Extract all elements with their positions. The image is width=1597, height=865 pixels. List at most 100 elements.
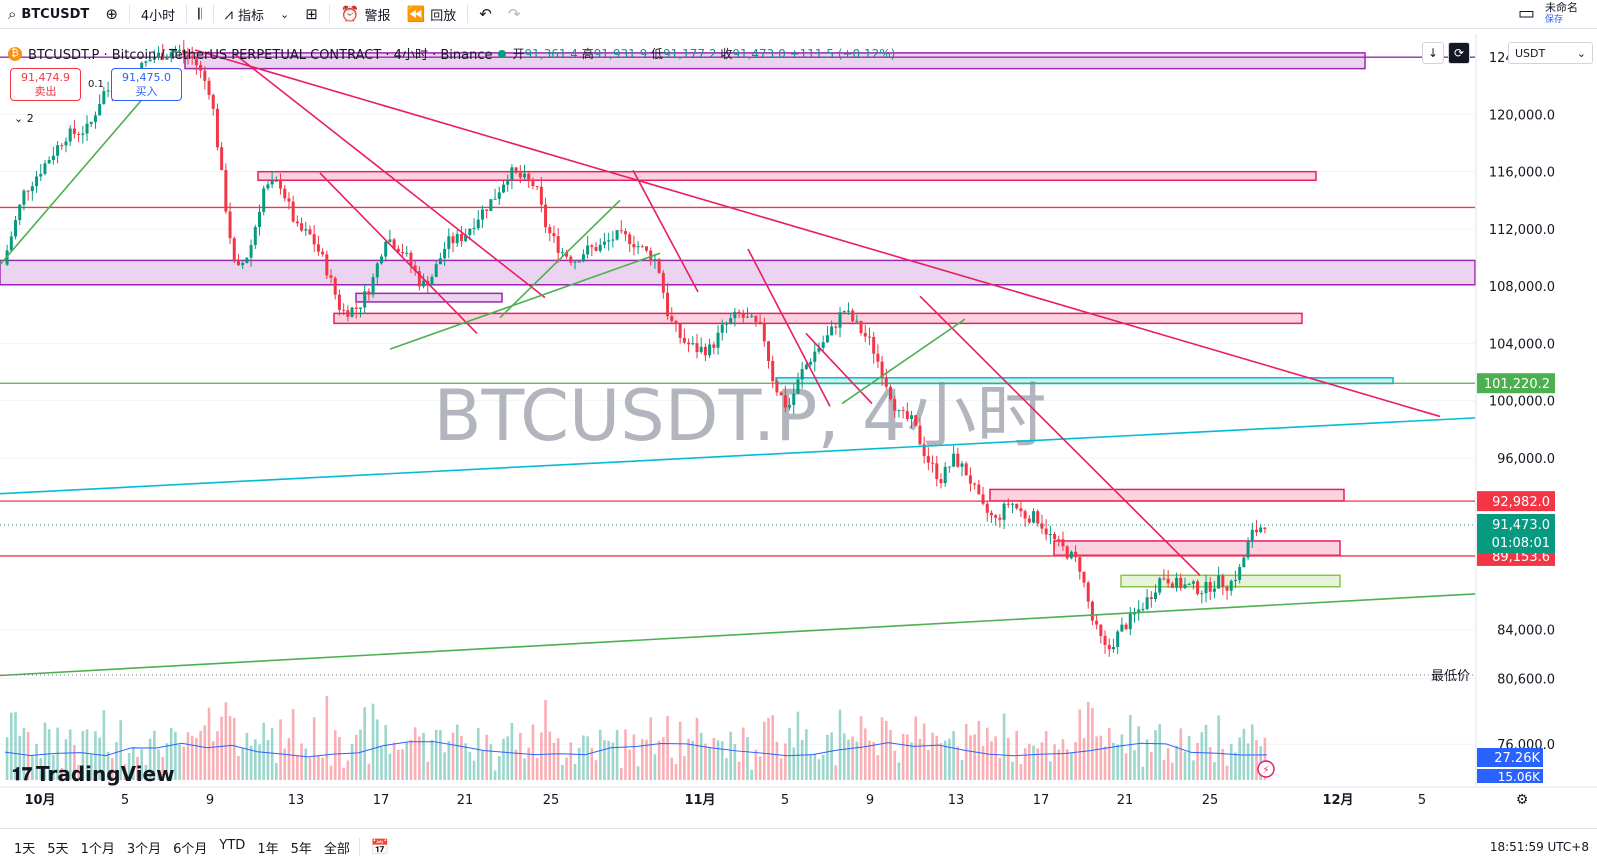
candle-body — [1212, 588, 1216, 592]
candle-body — [173, 49, 177, 53]
range-button[interactable]: 5年 — [290, 841, 312, 857]
candle-body — [1053, 534, 1057, 540]
volume-bar — [1019, 764, 1023, 780]
candle-body — [1217, 575, 1221, 589]
candle-body — [1137, 609, 1141, 614]
tradingview-logo[interactable]: 𝟏𝟕 TradingView — [12, 762, 175, 786]
refresh-icon: ⟳ — [1453, 46, 1465, 60]
currency-select[interactable]: USDT ⌄ — [1508, 42, 1593, 64]
candle-body — [1036, 511, 1040, 524]
volume-bar — [287, 737, 291, 780]
volume-bars — [4, 696, 1268, 780]
time-axis[interactable]: 10月 5 9 13 17 21 25 11月 5 9 13 17 21 25 12月 5 — [24, 793, 1426, 808]
volume-bar — [110, 758, 114, 780]
volume-bar — [767, 717, 770, 780]
volume-bar — [964, 723, 968, 780]
layout-button[interactable]: ⊞ — [297, 0, 326, 28]
lightning-icon[interactable] — [1257, 760, 1275, 778]
candle-body — [792, 393, 796, 405]
volume-bar — [556, 738, 560, 780]
trendline — [0, 417, 1476, 495]
compare-button[interactable]: ⊕ — [97, 0, 126, 28]
trendlines[interactable] — [0, 49, 1476, 677]
candle-body — [291, 201, 295, 222]
sell-button[interactable]: 91,474.9 卖出 — [10, 68, 81, 101]
download-button[interactable]: ↓ — [1422, 42, 1444, 64]
price-badge-text: 101,220.2 — [1484, 377, 1550, 392]
redo-button[interactable]: ↷ — [500, 0, 529, 28]
volume-bar — [174, 731, 177, 780]
volume-bar — [952, 731, 955, 780]
rewind-icon: ⏪ — [406, 4, 426, 23]
indicator-templates-button[interactable]: ⌄ — [272, 0, 297, 28]
candle-body — [632, 244, 636, 248]
volume-bar — [704, 743, 707, 780]
candle-body — [489, 199, 493, 211]
volume-bar — [1145, 739, 1149, 780]
volume-bar — [733, 744, 737, 780]
date-range-icon[interactable]: 📅 — [370, 838, 390, 856]
legend-title[interactable]: BTCUSDT.P · Bitcoin / TetherUS PERPETUAL… — [28, 48, 493, 63]
candle-body — [1162, 578, 1166, 580]
candle-body — [148, 59, 152, 62]
range-button[interactable]: 3个月 — [126, 841, 162, 857]
range-button[interactable]: 5天 — [47, 841, 69, 857]
volume-bar — [224, 702, 228, 780]
volume-bar — [826, 734, 829, 780]
volume-bar — [872, 742, 875, 780]
candle-body — [901, 410, 905, 412]
volume-bar — [813, 753, 817, 780]
volume-bar — [94, 731, 97, 780]
volume-bar — [527, 747, 531, 780]
chevron-down-icon: ⌄ — [1576, 46, 1586, 60]
replay-button[interactable]: ⏪ 回放 — [399, 0, 465, 28]
horizontal-lines[interactable] — [0, 56, 1475, 557]
layout-save[interactable]: 未命名 保存 — [1545, 2, 1593, 26]
symbol-search[interactable]: ⌕ BTCUSDT — [0, 0, 97, 28]
volume-bar — [354, 734, 358, 780]
range-button[interactable]: 1年 — [257, 841, 279, 857]
chart-area[interactable]: BTCUSDT.P, 4小时 124,000.0120,000.0116,000… — [0, 34, 1597, 828]
range-button[interactable]: 6个月 — [173, 841, 208, 857]
chart-type-button[interactable]: 𝄃 — [190, 0, 209, 28]
candle-body — [1191, 581, 1195, 584]
candle-body — [724, 323, 728, 325]
volume-bar — [683, 756, 686, 780]
candle-body — [199, 65, 203, 71]
zone-rectangle — [1053, 540, 1341, 557]
price-chart[interactable]: BTCUSDT.P, 4小时 124,000.0120,000.0116,000… — [0, 34, 1597, 828]
candle-body — [510, 167, 514, 181]
interval-button[interactable]: 4小时 — [133, 0, 183, 28]
indicators-button[interactable]: ⩘ 指标 — [217, 0, 272, 28]
candle-body — [1044, 528, 1048, 535]
clock[interactable]: 18:51:59 UTC+8 — [1490, 829, 1589, 865]
candle-body — [371, 277, 375, 295]
price-tick-label: 120,000.0 — [1489, 108, 1555, 123]
candle-body — [165, 56, 169, 60]
settings-gear-icon[interactable]: ⚙ — [1516, 792, 1529, 808]
range-button[interactable]: YTD — [219, 837, 246, 853]
candle-body — [1057, 539, 1061, 541]
divider — [467, 5, 469, 23]
candle-body — [1078, 557, 1082, 572]
volume-bar — [1171, 762, 1174, 780]
candle-body — [939, 479, 943, 484]
candle-body — [9, 236, 13, 251]
candle-body — [859, 320, 863, 334]
undo-button[interactable]: ↶ — [471, 0, 500, 28]
range-button[interactable]: 1个月 — [80, 841, 115, 857]
candle-body — [737, 311, 741, 314]
indicators-collapse[interactable]: ⌄ 2 — [14, 112, 34, 125]
currency-value: USDT — [1515, 46, 1546, 60]
candle-body — [249, 245, 253, 258]
screenshot-button[interactable]: ⟳ — [1448, 42, 1470, 64]
fullscreen-icon[interactable]: ▭ — [1517, 3, 1535, 24]
volume-bar — [300, 743, 303, 780]
range-button[interactable]: 全部 — [323, 841, 350, 857]
range-button[interactable]: 1天 — [14, 841, 36, 857]
volume-bar — [931, 732, 934, 780]
time-tick-label: 5 — [1418, 793, 1426, 808]
volume-bar — [161, 757, 165, 780]
alert-button[interactable]: ⏰ 警报 — [333, 0, 399, 28]
buy-button[interactable]: 91,475.0 买入 — [111, 68, 182, 101]
